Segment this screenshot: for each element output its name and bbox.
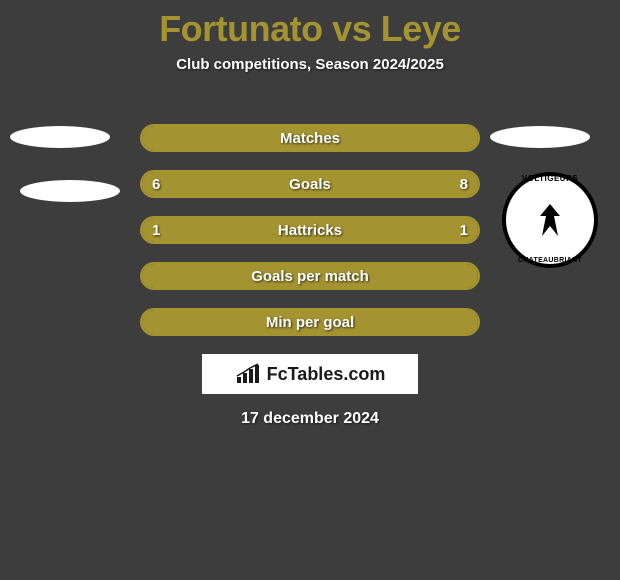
club-badge-outer: VOLTIGEURS CHATEAUBRIANT bbox=[502, 172, 598, 268]
decorative-ellipse bbox=[490, 126, 590, 148]
stat-row: 68Goals bbox=[140, 170, 480, 198]
comparison-title: Fortunato vs Leye bbox=[0, 0, 620, 50]
brand-chart-icon bbox=[235, 363, 263, 385]
brand-text: FcTables.com bbox=[267, 364, 386, 385]
player2-name: Leye bbox=[381, 8, 461, 49]
club-badge-text-top: VOLTIGEURS bbox=[506, 174, 594, 183]
player1-name: Fortunato bbox=[159, 8, 322, 49]
stat-row: 11Hattricks bbox=[140, 216, 480, 244]
stat-label: Goals per match bbox=[142, 264, 478, 288]
date: 17 december 2024 bbox=[0, 410, 620, 428]
subtitle: Club competitions, Season 2024/2025 bbox=[0, 56, 620, 73]
vs-text: vs bbox=[332, 8, 371, 49]
stat-label: Goals bbox=[142, 172, 478, 196]
decorative-ellipse bbox=[20, 180, 120, 202]
stat-row: Min per goal bbox=[140, 308, 480, 336]
stat-rows: Matches 68Goals 11Hattricks Goals per match… bbox=[140, 124, 480, 354]
club-badge-icon bbox=[530, 200, 570, 240]
club-badge: VOLTIGEURS CHATEAUBRIANT bbox=[502, 172, 598, 268]
stat-row: Goals per match bbox=[140, 262, 480, 290]
stat-label: Hattricks bbox=[142, 218, 478, 242]
club-badge-inner bbox=[520, 190, 580, 250]
stat-row: Matches bbox=[140, 124, 480, 152]
decorative-ellipse bbox=[10, 126, 110, 148]
brand-box: FcTables.com bbox=[202, 354, 418, 394]
club-badge-text-bottom: CHATEAUBRIANT bbox=[506, 257, 594, 264]
stat-label: Matches bbox=[142, 126, 478, 150]
stat-label: Min per goal bbox=[142, 310, 478, 334]
